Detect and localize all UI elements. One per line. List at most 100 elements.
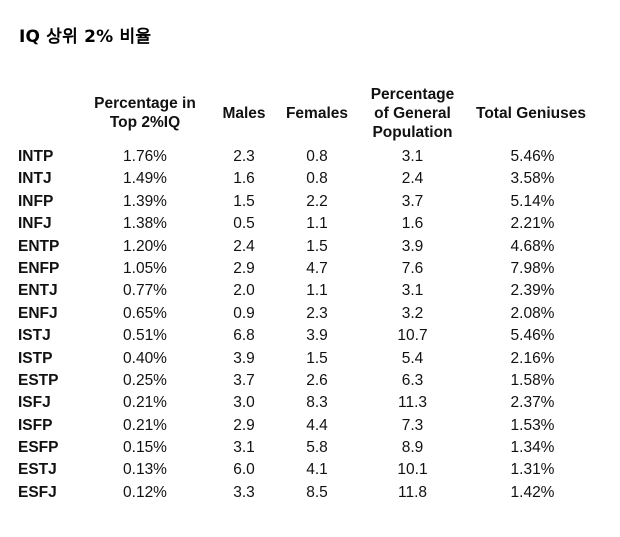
cell-percentage-general-population: 7.6 [401, 259, 424, 277]
cell-percentage-top-2-iq: 1.49% [123, 170, 167, 188]
cell-females: 3.9 [306, 327, 328, 345]
cell-males: 6.0 [233, 461, 255, 479]
cell-percentage-general-population: 3.2 [401, 304, 424, 322]
cell-percentage-top-2-iq: 1.39% [123, 192, 167, 210]
cell-percentage-top-2-iq: 0.15% [123, 439, 167, 457]
cell-males: 1.5 [233, 192, 255, 210]
cell-females: 2.3 [306, 304, 328, 322]
table-row: ESFP 0.15% 3.1 5.8 8.9 1.34% [0, 437, 620, 459]
cell-females: 1.5 [306, 349, 328, 367]
cell-type: INFP [18, 192, 54, 210]
table-row: ESTP 0.25% 3.7 2.6 6.3 1.58% [0, 370, 620, 392]
cell-type: ENFP [18, 259, 60, 277]
cell-percentage-top-2-iq: 0.12% [123, 483, 167, 501]
cell-percentage-general-population: 6.3 [401, 371, 424, 389]
cell-females: 0.8 [306, 170, 328, 188]
cell-percentage-top-2-iq: 0.13% [123, 461, 167, 479]
cell-males: 3.0 [233, 394, 255, 412]
cell-females: 0.8 [306, 148, 328, 165]
cell-percentage-general-population: 3.1 [401, 282, 424, 300]
cell-females: 1.5 [306, 237, 328, 255]
cell-total-geniuses: 2.08% [510, 304, 555, 322]
cell-percentage-top-2-iq: 1.05% [123, 259, 167, 277]
cell-percentage-general-population: 2.4 [401, 170, 424, 188]
cell-percentage-top-2-iq: 0.21% [123, 416, 167, 434]
table-row: INTJ 1.49% 1.6 0.8 2.4 3.58% [0, 168, 620, 190]
cell-males: 3.1 [233, 439, 255, 457]
page-title: IQ 상위 2% 비율 [19, 27, 152, 47]
table-row: ESTJ 0.13% 6.0 4.1 10.1 1.31% [0, 459, 620, 481]
cell-males: 3.3 [233, 483, 255, 501]
cell-percentage-top-2-iq: 0.40% [123, 349, 167, 367]
cell-percentage-general-population: 3.7 [401, 192, 424, 210]
cell-females: 1.1 [306, 215, 328, 233]
header-percentage-top-2-iq: Percentage in Top 2%IQ [94, 95, 196, 131]
cell-males: 2.9 [233, 416, 255, 434]
cell-type: ENTJ [18, 282, 58, 300]
cell-total-geniuses: 2.39% [510, 282, 555, 300]
table-row: INFJ 1.38% 0.5 1.1 1.6 2.21% [0, 213, 620, 235]
header-males: Males [222, 105, 266, 122]
cell-percentage-top-2-iq: 0.25% [123, 371, 167, 389]
cell-females: 8.5 [306, 483, 328, 501]
cell-type: ESTJ [18, 461, 57, 479]
cell-females: 5.8 [306, 439, 328, 457]
cell-total-geniuses: 5.14% [510, 192, 555, 210]
cell-percentage-general-population: 1.6 [401, 215, 424, 233]
header-total-geniuses: Total Geniuses [476, 105, 586, 122]
cell-type: ISFJ [18, 394, 51, 412]
cell-males: 2.0 [233, 282, 255, 300]
table-row: ENFJ 0.65% 0.9 2.3 3.2 2.08% [0, 303, 620, 325]
cell-type: ENTP [18, 237, 60, 255]
cell-total-geniuses: 1.34% [510, 439, 555, 457]
cell-males: 6.8 [233, 327, 255, 345]
cell-total-geniuses: 1.31% [510, 461, 555, 479]
table-row: ENTJ 0.77% 2.0 1.1 3.1 2.39% [0, 280, 620, 302]
cell-males: 2.3 [233, 148, 255, 165]
cell-percentage-top-2-iq: 1.38% [123, 215, 167, 233]
table-row: ESFJ 0.12% 3.3 8.5 11.8 1.42% [0, 482, 620, 504]
cell-percentage-general-population: 10.7 [397, 327, 428, 345]
table-row: ISFP 0.21% 2.9 4.4 7.3 1.53% [0, 415, 620, 437]
cell-males: 2.9 [233, 259, 255, 277]
cell-total-geniuses: 5.46% [510, 148, 555, 165]
cell-total-geniuses: 2.21% [510, 215, 555, 233]
cell-percentage-top-2-iq: 0.21% [123, 394, 167, 412]
cell-females: 8.3 [306, 394, 328, 412]
cell-type: ESTP [18, 371, 59, 389]
cell-total-geniuses: 2.37% [510, 394, 555, 412]
cell-percentage-general-population: 11.8 [397, 483, 428, 501]
cell-type: ESFJ [18, 483, 57, 501]
cell-percentage-top-2-iq: 0.77% [123, 282, 167, 300]
table-row: ISTP 0.40% 3.9 1.5 5.4 2.16% [0, 348, 620, 370]
cell-total-geniuses: 1.58% [510, 371, 555, 389]
cell-percentage-top-2-iq: 1.76% [123, 148, 167, 165]
header-percentage-general-population: Percentage of General Population [370, 86, 455, 141]
cell-type: ISFP [18, 416, 53, 434]
table-row: ISFJ 0.21% 3.0 8.3 11.3 2.37% [0, 392, 620, 414]
cell-males: 1.6 [233, 170, 255, 188]
cell-females: 2.6 [306, 371, 328, 389]
cell-percentage-general-population: 3.1 [401, 148, 424, 165]
cell-total-geniuses: 1.42% [510, 483, 555, 501]
cell-percentage-top-2-iq: 1.20% [123, 237, 167, 255]
cell-type: ESFP [18, 439, 59, 457]
table-row: INTP 1.76% 2.3 0.8 3.1 5.46% [0, 146, 620, 168]
cell-type: ISTP [18, 349, 53, 367]
cell-percentage-general-population: 8.9 [401, 439, 424, 457]
cell-males: 0.9 [233, 304, 255, 322]
cell-percentage-top-2-iq: 0.51% [123, 327, 167, 345]
cell-females: 1.1 [306, 282, 328, 300]
cell-percentage-general-population: 7.3 [401, 416, 424, 434]
table-row: ENTP 1.20% 2.4 1.5 3.9 4.68% [0, 236, 620, 258]
cell-females: 4.1 [306, 461, 328, 479]
cell-males: 3.9 [233, 349, 255, 367]
cell-males: 3.7 [233, 371, 255, 389]
table-row: INFP 1.39% 1.5 2.2 3.7 5.14% [0, 191, 620, 213]
cell-females: 2.2 [306, 192, 328, 210]
header-females: Females [285, 105, 349, 122]
cell-total-geniuses: 3.58% [510, 170, 555, 188]
cell-total-geniuses: 4.68% [510, 237, 555, 255]
cell-total-geniuses: 5.46% [510, 327, 555, 345]
